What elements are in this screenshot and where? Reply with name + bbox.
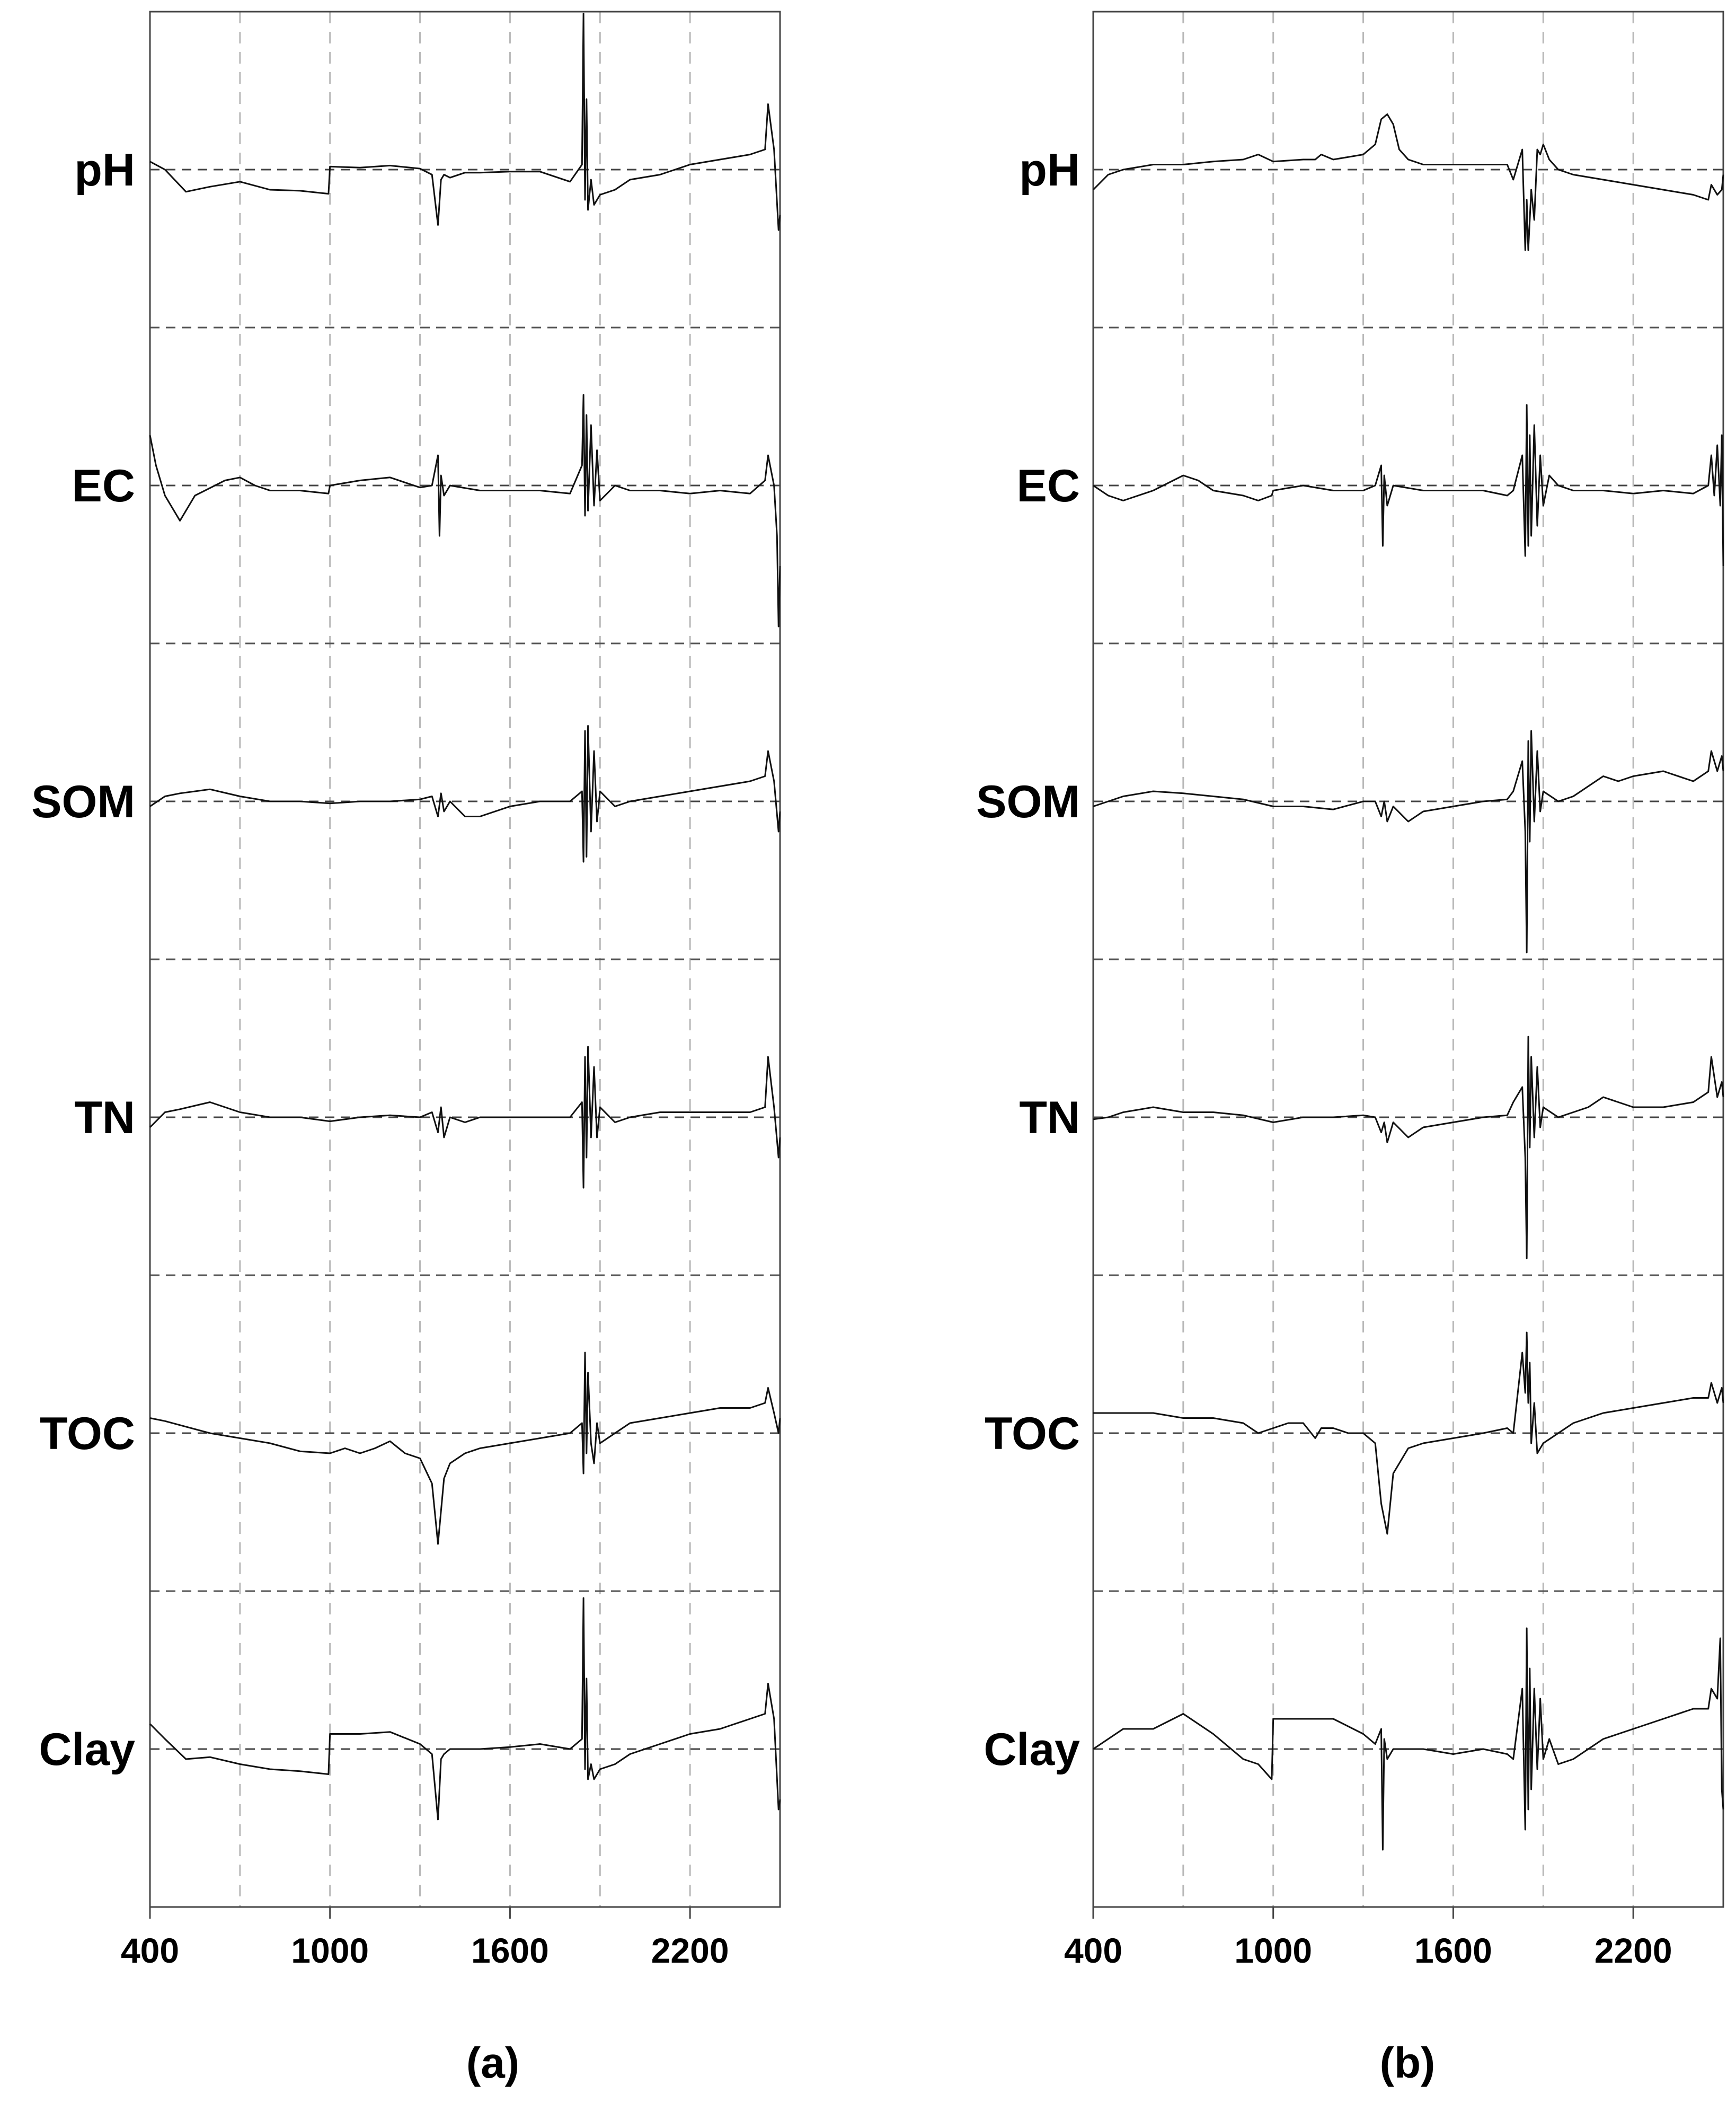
panel-label: (a) <box>466 2039 519 2087</box>
x-tick-label: 2200 <box>651 1931 729 1970</box>
panel-label: (b) <box>1380 2039 1436 2087</box>
series-label: SOM <box>976 776 1080 827</box>
series-line-tn <box>149 1046 781 1189</box>
x-tick-label: 1000 <box>1234 1931 1312 1970</box>
series-line-toc <box>149 1352 781 1545</box>
panel-a: pH EC SOM TN TOC Clay 400 1000 1600 2200 (a) <box>31 11 781 2087</box>
x-tick-label: 1000 <box>291 1931 369 1970</box>
x-tick-label: 1600 <box>1414 1931 1492 1970</box>
series-label: EC <box>1017 461 1080 511</box>
series-line-ph <box>1092 113 1724 251</box>
series-label: TN <box>74 1092 135 1143</box>
series-line-tn <box>1093 1036 1724 1259</box>
series-line-ec <box>1093 404 1724 567</box>
x-tick-label: 400 <box>121 1931 179 1970</box>
series-line-ph <box>149 13 781 231</box>
series-line-toc <box>1093 1331 1724 1535</box>
plot-frame <box>149 11 781 1908</box>
series-label: TOC <box>40 1408 135 1459</box>
series-label: TOC <box>985 1408 1080 1459</box>
x-tick-label: 400 <box>1064 1931 1122 1970</box>
series-line-clay <box>1093 1627 1724 1851</box>
series-label: TN <box>1019 1092 1080 1143</box>
series-label: EC <box>72 461 135 511</box>
plot-frame <box>1092 11 1724 1908</box>
series-label: Clay <box>39 1724 135 1775</box>
series-label: Clay <box>984 1724 1080 1775</box>
series-label: pH <box>74 145 135 196</box>
series-label: pH <box>1019 145 1080 196</box>
series-label: SOM <box>31 776 135 827</box>
x-tick-label: 1600 <box>471 1931 549 1970</box>
series-line-clay <box>149 1597 781 1821</box>
series-line-ec <box>149 394 781 628</box>
panel-b: pH EC SOM TN TOC Clay 400 1000 1600 2200 (b) <box>976 11 1724 2087</box>
series-line-som <box>149 725 781 863</box>
series-line-som <box>1093 730 1724 953</box>
x-tick-label: 2200 <box>1595 1931 1672 1970</box>
